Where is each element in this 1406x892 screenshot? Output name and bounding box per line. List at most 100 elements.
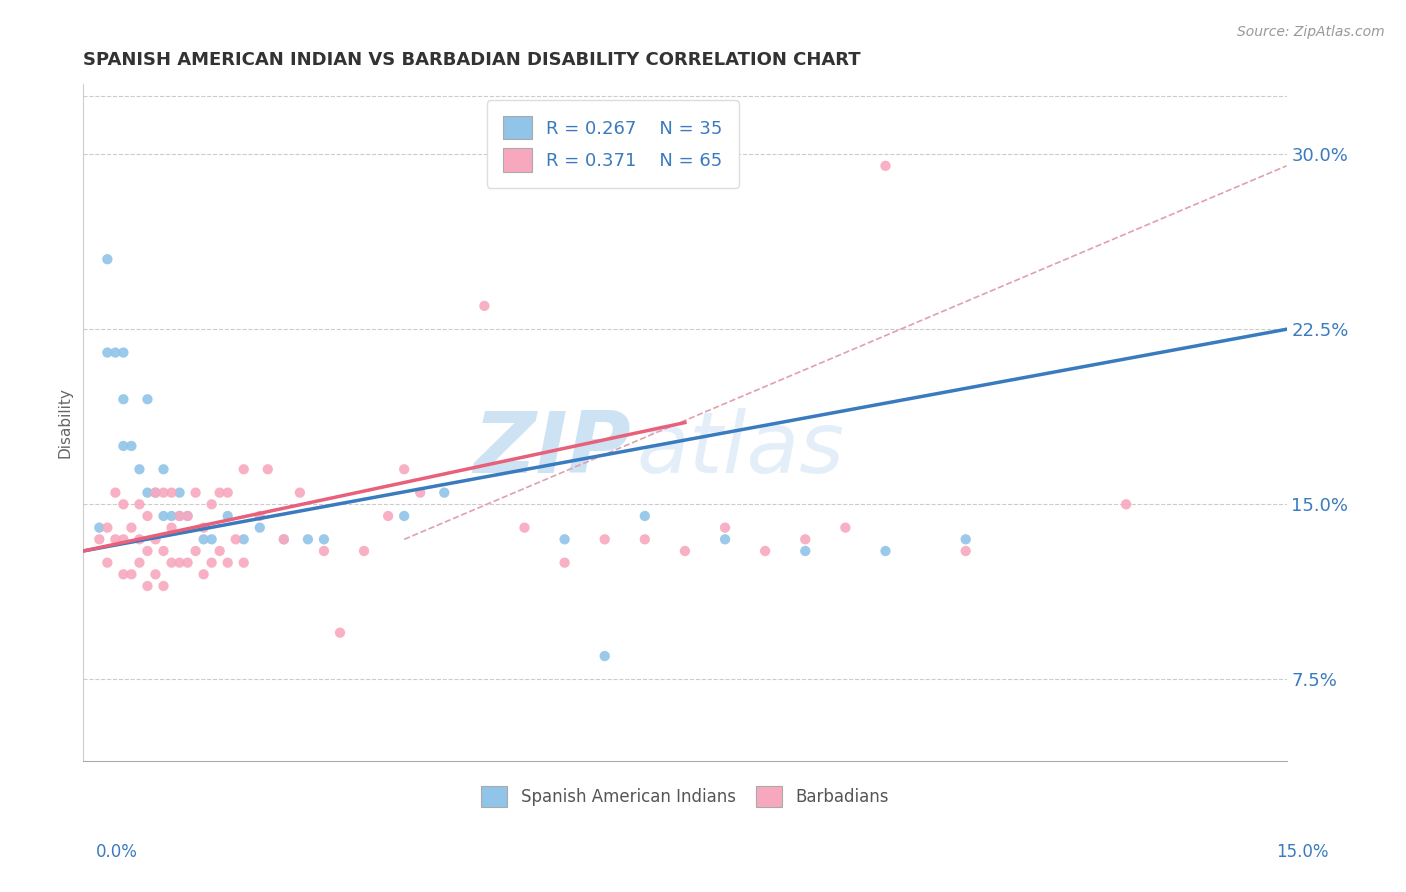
Point: [96, 556, 118, 570]
Point: [208, 485, 231, 500]
Point: [297, 533, 319, 547]
Point: [232, 462, 254, 476]
Text: atlas: atlas: [637, 409, 845, 491]
Point: [152, 579, 174, 593]
Point: [160, 521, 183, 535]
Text: ZIP: ZIP: [474, 409, 631, 491]
Point: [593, 533, 616, 547]
Point: [136, 485, 159, 500]
Point: [112, 567, 135, 582]
Point: [120, 439, 142, 453]
Point: [217, 556, 239, 570]
Point: [89, 533, 111, 547]
Point: [120, 567, 142, 582]
Point: [152, 508, 174, 523]
Point: [104, 485, 127, 500]
Point: [193, 521, 215, 535]
Point: [329, 625, 352, 640]
Point: [184, 485, 207, 500]
Text: 0.0%: 0.0%: [96, 843, 138, 861]
Point: [128, 556, 150, 570]
Point: [353, 544, 375, 558]
Point: [232, 533, 254, 547]
Point: [184, 544, 207, 558]
Point: [634, 533, 657, 547]
Point: [145, 567, 167, 582]
Point: [754, 544, 776, 558]
Point: [312, 533, 335, 547]
Point: [136, 544, 159, 558]
Point: [875, 159, 897, 173]
Point: [288, 485, 311, 500]
Point: [433, 485, 456, 500]
Point: [377, 508, 399, 523]
Text: Source: ZipAtlas.com: Source: ZipAtlas.com: [1237, 25, 1385, 39]
Point: [160, 508, 183, 523]
Point: [145, 533, 167, 547]
Point: [136, 508, 159, 523]
Point: [176, 556, 198, 570]
Point: [273, 533, 295, 547]
Point: [201, 533, 224, 547]
Point: [112, 392, 135, 407]
Point: [112, 345, 135, 359]
Point: [955, 544, 977, 558]
Point: [474, 299, 496, 313]
Point: [794, 533, 817, 547]
Point: [513, 521, 536, 535]
Point: [145, 485, 167, 500]
Point: [112, 439, 135, 453]
Point: [392, 508, 415, 523]
Point: [152, 544, 174, 558]
Point: [208, 544, 231, 558]
Point: [169, 556, 191, 570]
Point: [96, 521, 118, 535]
Point: [256, 462, 278, 476]
Point: [120, 521, 142, 535]
Point: [554, 556, 576, 570]
Point: [136, 579, 159, 593]
Point: [169, 508, 191, 523]
Y-axis label: Disability: Disability: [58, 387, 72, 458]
Point: [160, 485, 183, 500]
Point: [176, 508, 198, 523]
Point: [714, 533, 737, 547]
Point: [232, 556, 254, 570]
Text: 15.0%: 15.0%: [1277, 843, 1329, 861]
Point: [634, 508, 657, 523]
Point: [176, 508, 198, 523]
Point: [112, 533, 135, 547]
Text: SPANISH AMERICAN INDIAN VS BARBADIAN DISABILITY CORRELATION CHART: SPANISH AMERICAN INDIAN VS BARBADIAN DIS…: [83, 51, 860, 69]
Point: [554, 533, 576, 547]
Point: [201, 556, 224, 570]
Point: [152, 485, 174, 500]
Point: [89, 521, 111, 535]
Point: [128, 497, 150, 511]
Point: [128, 533, 150, 547]
Point: [217, 508, 239, 523]
Point: [128, 462, 150, 476]
Point: [312, 544, 335, 558]
Point: [193, 533, 215, 547]
Point: [714, 521, 737, 535]
Point: [96, 345, 118, 359]
Point: [169, 485, 191, 500]
Point: [1115, 497, 1137, 511]
Point: [673, 544, 696, 558]
Point: [217, 485, 239, 500]
Point: [112, 497, 135, 511]
Point: [145, 485, 167, 500]
Point: [875, 544, 897, 558]
Point: [201, 497, 224, 511]
Point: [794, 544, 817, 558]
Point: [169, 508, 191, 523]
Point: [834, 521, 856, 535]
Legend: Spanish American Indians, Barbadians: Spanish American Indians, Barbadians: [474, 779, 896, 814]
Point: [392, 462, 415, 476]
Point: [593, 648, 616, 663]
Point: [152, 462, 174, 476]
Point: [955, 533, 977, 547]
Point: [160, 556, 183, 570]
Point: [273, 533, 295, 547]
Point: [193, 567, 215, 582]
